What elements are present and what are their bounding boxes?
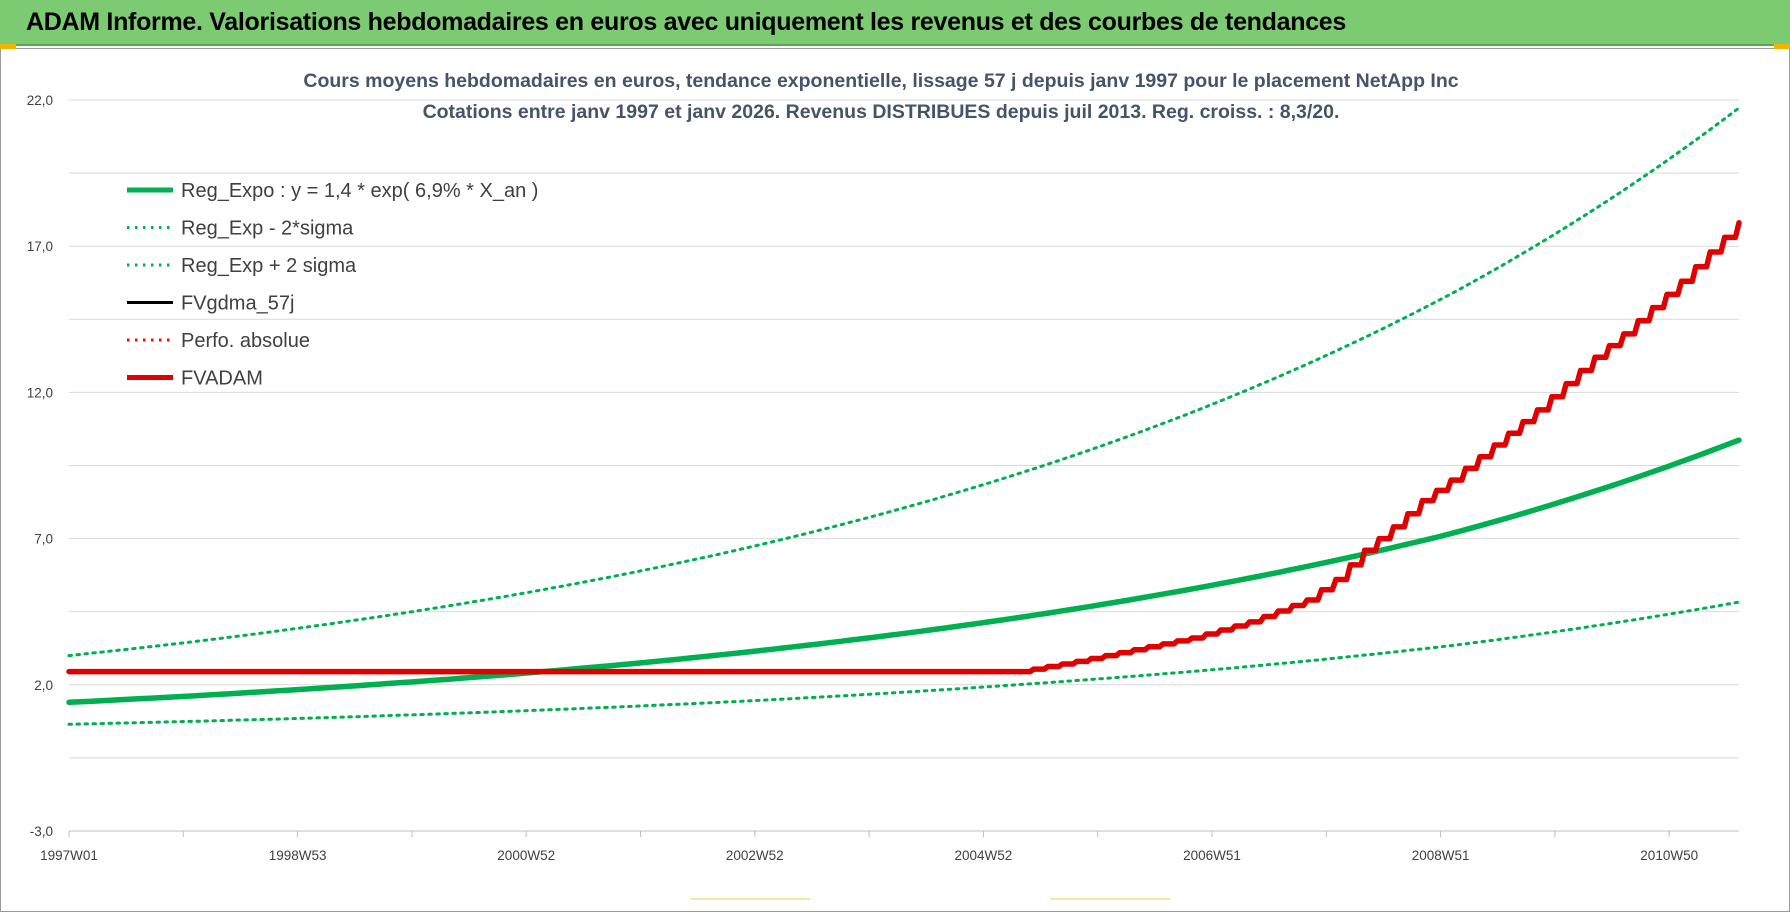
- y-tick-label: 22,0: [27, 93, 53, 108]
- footer-mark: [1050, 898, 1170, 900]
- x-tick-label: 2002W52: [726, 848, 784, 863]
- legend-label: Perfo. absolue: [181, 330, 310, 352]
- y-tick-label: -3,0: [30, 824, 53, 839]
- legend-label: FVgdma_57j: [181, 293, 294, 315]
- x-tick-label: 2008W51: [1412, 848, 1470, 863]
- series-line-5: [66, 220, 1742, 675]
- x-tick-label: 2006W51: [1183, 848, 1241, 863]
- x-tick-label: 1997W01: [40, 848, 98, 863]
- legend-label: Reg_Expo : y = 1,4 * exp( 6,9% * X_an ): [181, 180, 538, 202]
- legend-label: Reg_Exp - 2*sigma: [181, 218, 354, 240]
- chart-title-line: Cotations entre janv 1997 et janv 2026. …: [423, 101, 1340, 123]
- series-line-0: [66, 437, 1742, 706]
- chart-canvas: Cours moyens hebdomadaires en euros, ten…: [27, 70, 1742, 863]
- x-tick-label: 2000W52: [497, 848, 555, 863]
- x-tick-label: 2004W52: [955, 848, 1013, 863]
- report-title: ADAM Informe. Valorisations hebdomadaire…: [26, 8, 1347, 36]
- x-tick-label: 2010W50: [1640, 848, 1698, 863]
- series-line-2: [67, 106, 1741, 658]
- series-line-1: [67, 600, 1741, 726]
- y-tick-label: 17,0: [27, 239, 53, 254]
- report-banner: ADAM Informe. Valorisations hebdomadaire…: [0, 0, 1790, 46]
- corner-mark-right: [1774, 44, 1790, 49]
- legend-label: Reg_Exp + 2 sigma: [181, 255, 357, 277]
- x-tick-label: 1998W53: [269, 848, 327, 863]
- legend-label: FVADAM: [181, 368, 263, 390]
- y-tick-label: 2,0: [34, 678, 53, 693]
- chart-title-line: Cours moyens hebdomadaires en euros, ten…: [303, 70, 1458, 92]
- y-tick-label: 7,0: [34, 532, 53, 547]
- chart-frame: Cours moyens hebdomadaires en euros, ten…: [0, 48, 1790, 912]
- corner-mark-left: [0, 44, 16, 49]
- footer-mark: [690, 898, 810, 900]
- y-tick-label: 12,0: [27, 385, 53, 400]
